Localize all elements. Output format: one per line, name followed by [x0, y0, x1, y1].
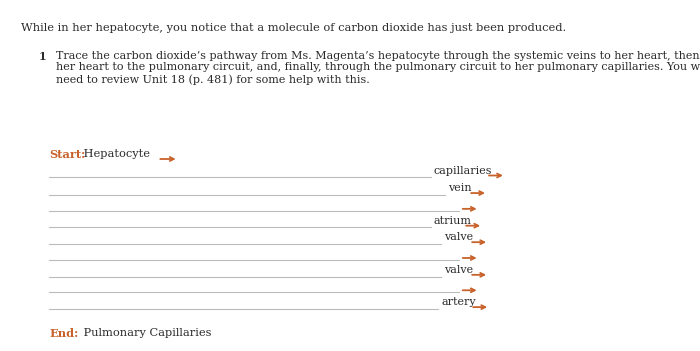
Text: Trace the carbon dioxide’s pathway from Ms. Magenta’s hepatocyte through the sys: Trace the carbon dioxide’s pathway from …: [56, 51, 700, 85]
Text: valve: valve: [444, 265, 474, 275]
Text: valve: valve: [444, 232, 474, 242]
Text: Hepatocyte: Hepatocyte: [80, 149, 150, 159]
Text: Pulmonary Capillaries: Pulmonary Capillaries: [80, 328, 212, 338]
Text: End:: End:: [49, 328, 78, 339]
Text: 1: 1: [38, 51, 46, 62]
Text: atrium: atrium: [434, 216, 472, 226]
Text: Start:: Start:: [49, 149, 85, 160]
Text: capillaries: capillaries: [434, 166, 493, 176]
Text: vein: vein: [448, 183, 472, 193]
Text: artery: artery: [441, 297, 475, 307]
Text: While in her hepatocyte, you notice that a molecule of carbon dioxide has just b: While in her hepatocyte, you notice that…: [21, 23, 566, 33]
